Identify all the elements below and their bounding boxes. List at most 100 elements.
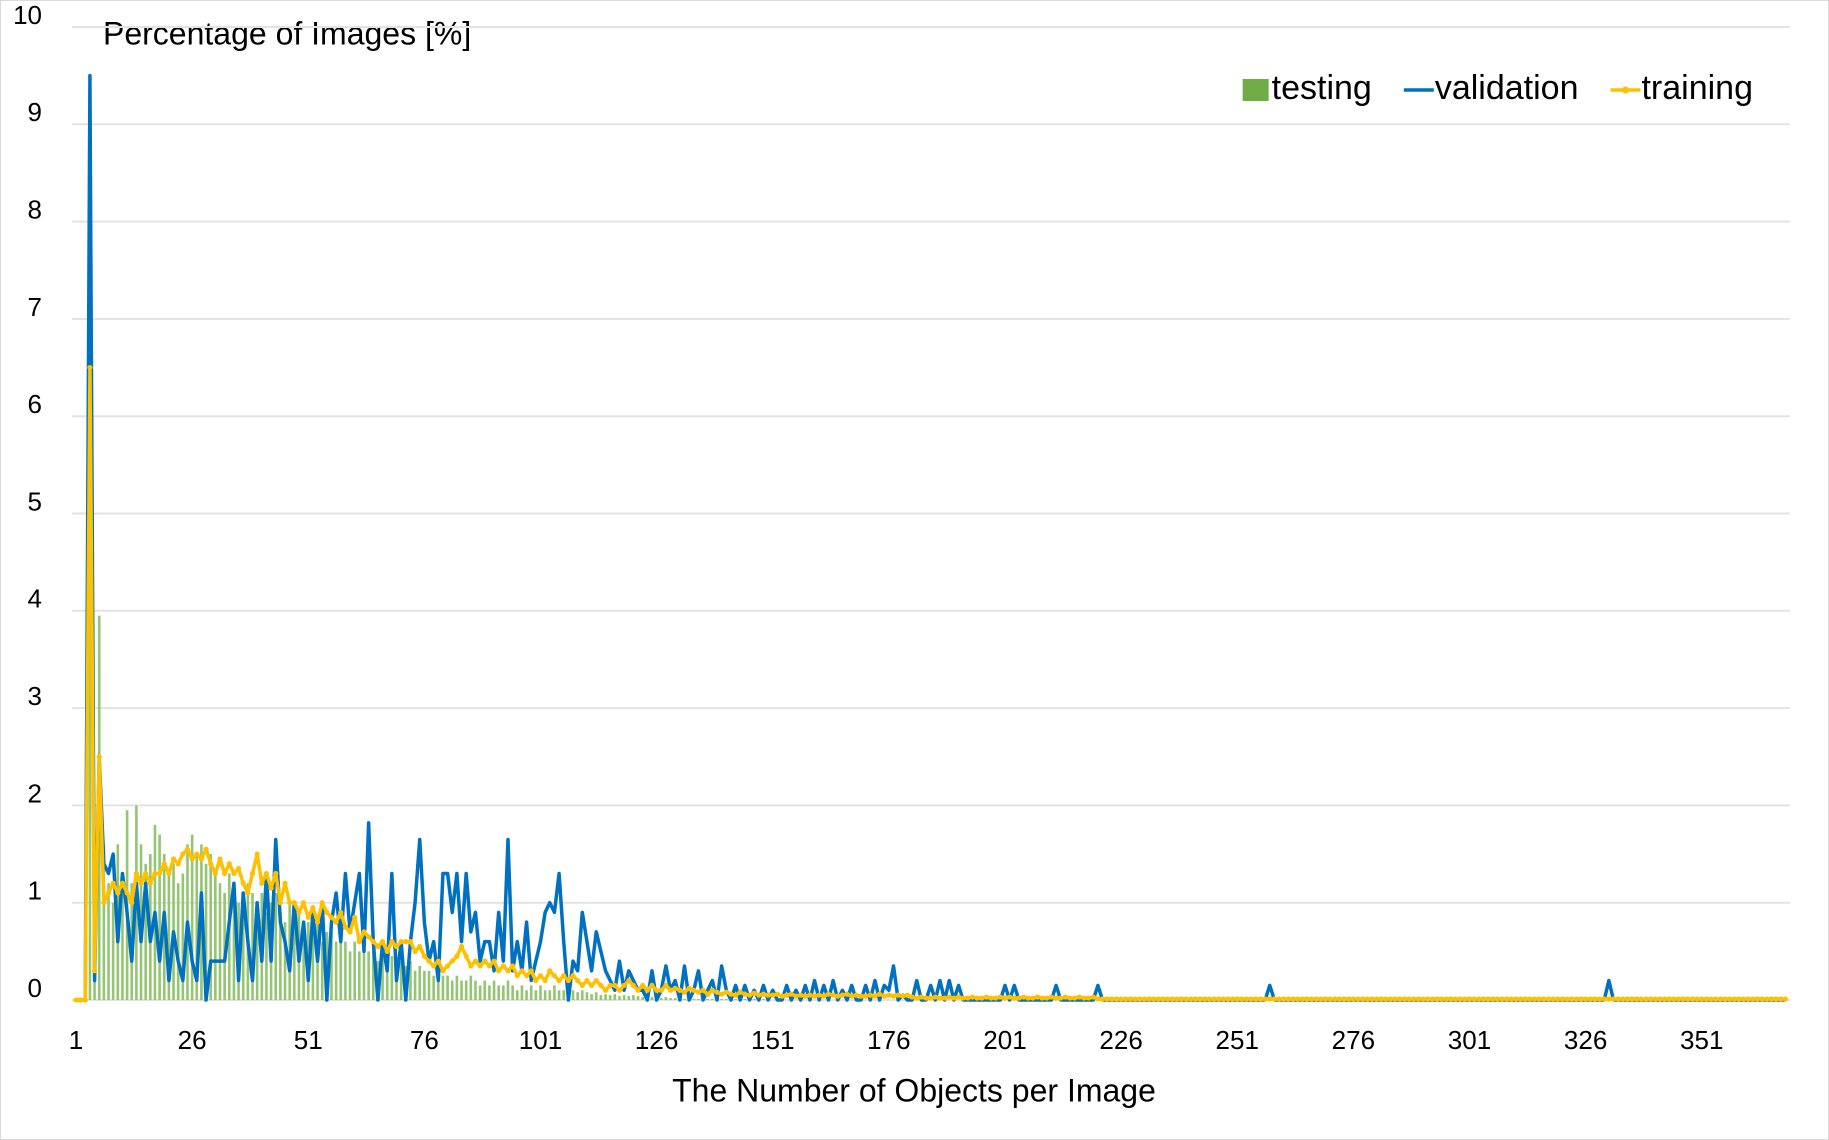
marker [1332, 996, 1338, 1002]
marker [496, 968, 502, 974]
x-tick-label: 251 [1216, 1025, 1259, 1055]
marker [1434, 996, 1440, 1002]
marker [342, 924, 349, 930]
marker [895, 992, 901, 998]
marker [1067, 995, 1073, 1001]
marker [1745, 996, 1751, 1002]
marker [969, 994, 976, 1000]
marker [1146, 996, 1152, 1002]
marker [87, 364, 93, 371]
bar [334, 941, 338, 1000]
marker [1401, 996, 1408, 1002]
marker [1099, 996, 1106, 1002]
bar [455, 975, 459, 1000]
marker [249, 870, 256, 877]
marker [1703, 996, 1709, 1002]
marker [1573, 996, 1579, 1002]
marker [115, 890, 121, 896]
marker [1694, 996, 1700, 1002]
marker [1736, 996, 1742, 1002]
marker [1053, 995, 1059, 1001]
marker [1118, 996, 1124, 1002]
marker [133, 870, 139, 877]
bar [706, 999, 710, 1000]
marker [1002, 995, 1008, 1001]
marker [588, 982, 595, 989]
y-tick-label: 9 [28, 97, 42, 127]
marker [1555, 996, 1561, 1002]
marker [1620, 996, 1626, 1002]
marker [1225, 996, 1231, 1002]
marker [73, 997, 79, 1003]
marker [1007, 994, 1013, 1000]
marker [217, 856, 223, 862]
marker [1513, 996, 1519, 1002]
bar [492, 980, 496, 1000]
marker [1610, 996, 1617, 1002]
marker [208, 861, 214, 867]
marker [900, 993, 906, 999]
bar [121, 873, 124, 1000]
marker [1248, 996, 1254, 1002]
marker [760, 991, 767, 997]
marker [547, 968, 553, 974]
marker [1740, 996, 1747, 1002]
marker [454, 953, 460, 959]
marker [1206, 996, 1212, 1002]
marker [1355, 996, 1361, 1002]
marker [519, 968, 525, 974]
bar [618, 996, 621, 1000]
marker [537, 973, 544, 979]
bar [557, 990, 561, 1000]
bar [571, 990, 575, 1000]
marker [105, 890, 112, 896]
marker [291, 900, 297, 906]
bar [320, 941, 324, 1000]
marker [621, 982, 627, 989]
marker [691, 987, 697, 993]
marker [138, 880, 144, 886]
marker [584, 977, 590, 984]
marker [352, 914, 358, 920]
marker [1527, 996, 1533, 1002]
marker [835, 993, 841, 999]
marker [1174, 996, 1180, 1002]
x-tick-label: 126 [635, 1025, 678, 1055]
bar [204, 863, 208, 1000]
marker [1634, 996, 1640, 1002]
y-axis-title: Percentage of Images [%] [103, 15, 471, 51]
x-tick-label: 26 [178, 1025, 207, 1055]
marker [1420, 996, 1426, 1002]
marker [616, 987, 623, 993]
marker [110, 880, 116, 886]
bar [107, 883, 110, 1000]
bar [697, 999, 700, 1000]
bar [478, 985, 482, 1000]
marker [198, 856, 205, 862]
marker [709, 987, 715, 993]
bar [218, 883, 222, 1000]
marker [338, 909, 344, 916]
bar [279, 912, 282, 1000]
bar [520, 985, 524, 1000]
marker [728, 991, 734, 997]
bar [673, 998, 677, 1000]
marker [1494, 996, 1500, 1002]
marker [1536, 996, 1542, 1002]
x-tick-label: 151 [751, 1025, 794, 1055]
bar [274, 892, 278, 1000]
marker [263, 870, 270, 877]
marker [723, 989, 729, 995]
marker [222, 870, 228, 877]
bar [441, 975, 445, 1000]
marker [277, 900, 283, 906]
marker [375, 943, 381, 950]
marker [444, 963, 451, 969]
x-tick-label: 76 [410, 1025, 439, 1055]
marker [1090, 994, 1096, 1000]
x-tick-label: 201 [983, 1025, 1026, 1055]
bar [371, 951, 375, 1000]
marker [1439, 996, 1445, 1002]
marker [1086, 995, 1092, 1001]
marker [663, 982, 669, 989]
